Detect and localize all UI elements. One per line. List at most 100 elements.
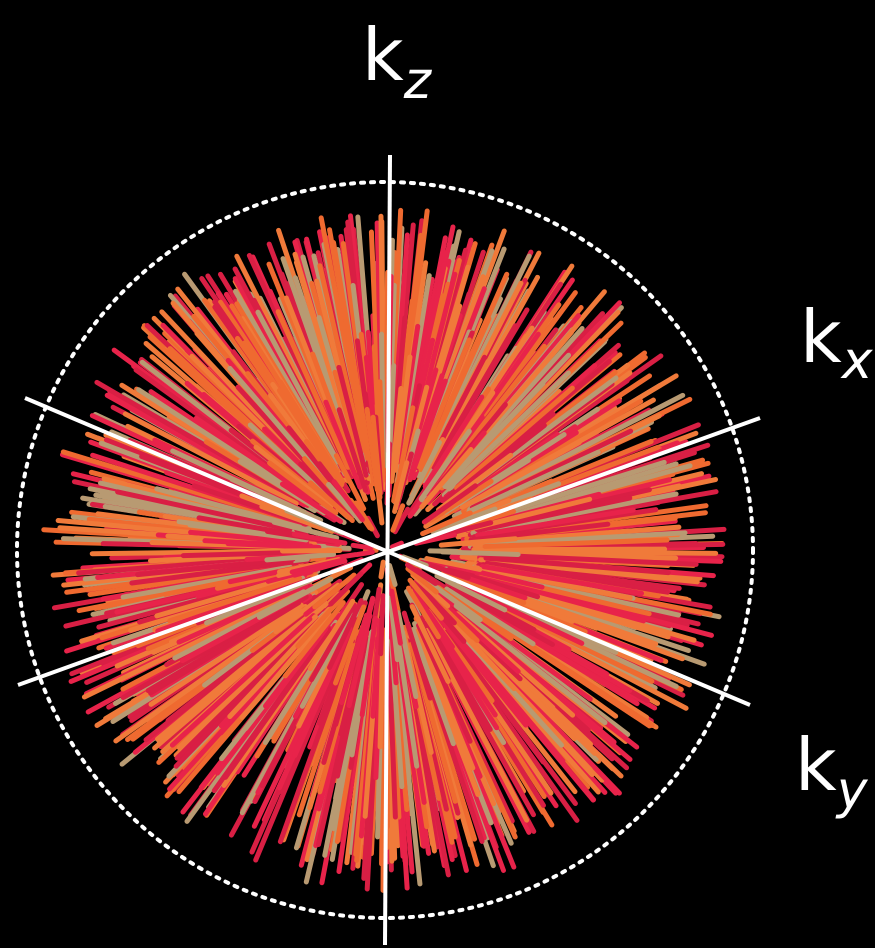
spoke — [115, 489, 293, 532]
spoke — [419, 447, 474, 510]
spoke — [155, 578, 300, 634]
spoke — [423, 577, 483, 623]
spoke — [418, 428, 472, 502]
spoke — [387, 595, 400, 663]
spoke — [312, 572, 357, 610]
spoke — [406, 585, 441, 640]
spoke — [299, 612, 354, 709]
spoke — [267, 460, 339, 516]
spoke — [441, 343, 547, 477]
spoke — [280, 547, 343, 554]
spoke — [336, 407, 368, 493]
spoke — [448, 563, 545, 590]
spoke — [154, 604, 319, 742]
spoke — [354, 549, 375, 558]
kz-label: kz — [362, 13, 433, 111]
kx-axis — [17, 416, 761, 687]
spoke — [378, 559, 386, 580]
ky-sub: y — [835, 761, 869, 821]
ky-label: ky — [795, 723, 869, 821]
spoke — [475, 507, 636, 538]
spoke — [416, 622, 473, 744]
kx-label: kx — [800, 295, 874, 391]
spoke — [239, 612, 332, 720]
spoke — [430, 323, 518, 470]
spoke — [420, 510, 473, 537]
spoke — [323, 399, 363, 490]
spoke — [273, 582, 341, 635]
spoke — [256, 576, 334, 620]
spoke — [307, 598, 356, 672]
spoke — [440, 549, 521, 557]
spoke — [179, 616, 313, 739]
spoke — [176, 614, 318, 751]
spoke — [442, 380, 546, 490]
spoke — [447, 624, 566, 764]
spoke — [333, 453, 367, 512]
spoke — [222, 627, 332, 780]
spoke — [412, 589, 455, 650]
spoke — [407, 577, 444, 621]
spoke — [339, 612, 369, 706]
spoke — [421, 483, 478, 525]
spoke — [370, 617, 383, 719]
kx-main: k — [800, 295, 842, 379]
spoke — [424, 556, 483, 572]
spoke — [137, 607, 303, 727]
spoke — [225, 541, 322, 550]
spoke — [392, 506, 411, 535]
spoke — [120, 564, 293, 600]
spoke — [279, 481, 344, 524]
spoke — [331, 479, 365, 523]
spoke — [469, 392, 686, 508]
spoke — [434, 573, 508, 613]
spoke — [416, 337, 472, 469]
spoke — [404, 562, 438, 586]
spoke — [419, 559, 471, 581]
spoke — [469, 428, 634, 511]
spoke — [406, 439, 442, 506]
spoke — [296, 642, 357, 818]
spoke — [459, 439, 582, 510]
spoke — [176, 582, 309, 645]
spoke — [317, 263, 365, 454]
spoke — [278, 379, 346, 485]
spoke — [292, 626, 353, 759]
spoke — [387, 562, 398, 588]
spoke — [409, 604, 451, 684]
spoke — [408, 641, 458, 804]
spoke — [406, 373, 445, 480]
spoke — [418, 347, 477, 472]
spoke — [389, 386, 404, 484]
spoke — [479, 563, 645, 596]
spoke — [424, 619, 493, 732]
spoke — [444, 629, 578, 807]
spoke — [335, 302, 370, 461]
spoke — [331, 645, 370, 832]
spoke — [395, 610, 419, 700]
spoke — [389, 588, 403, 646]
spoke — [424, 627, 530, 823]
spoke — [405, 566, 439, 595]
spoke — [193, 415, 313, 501]
spoke — [264, 551, 337, 563]
spoke — [478, 557, 700, 585]
spoke — [483, 555, 671, 576]
spoke — [81, 590, 300, 700]
spoke — [401, 610, 433, 701]
spoke — [476, 573, 647, 624]
spoke — [359, 616, 379, 718]
spoke — [392, 354, 413, 473]
kz-main: k — [362, 13, 404, 97]
spoke — [310, 351, 359, 474]
spoke — [472, 565, 633, 601]
spoke — [451, 370, 571, 487]
spoke — [259, 504, 335, 534]
spoke — [468, 521, 611, 543]
spoke — [98, 492, 295, 535]
spoke — [392, 643, 423, 887]
spoke — [229, 476, 324, 523]
ky-main: k — [795, 723, 837, 807]
spoke — [332, 369, 368, 481]
